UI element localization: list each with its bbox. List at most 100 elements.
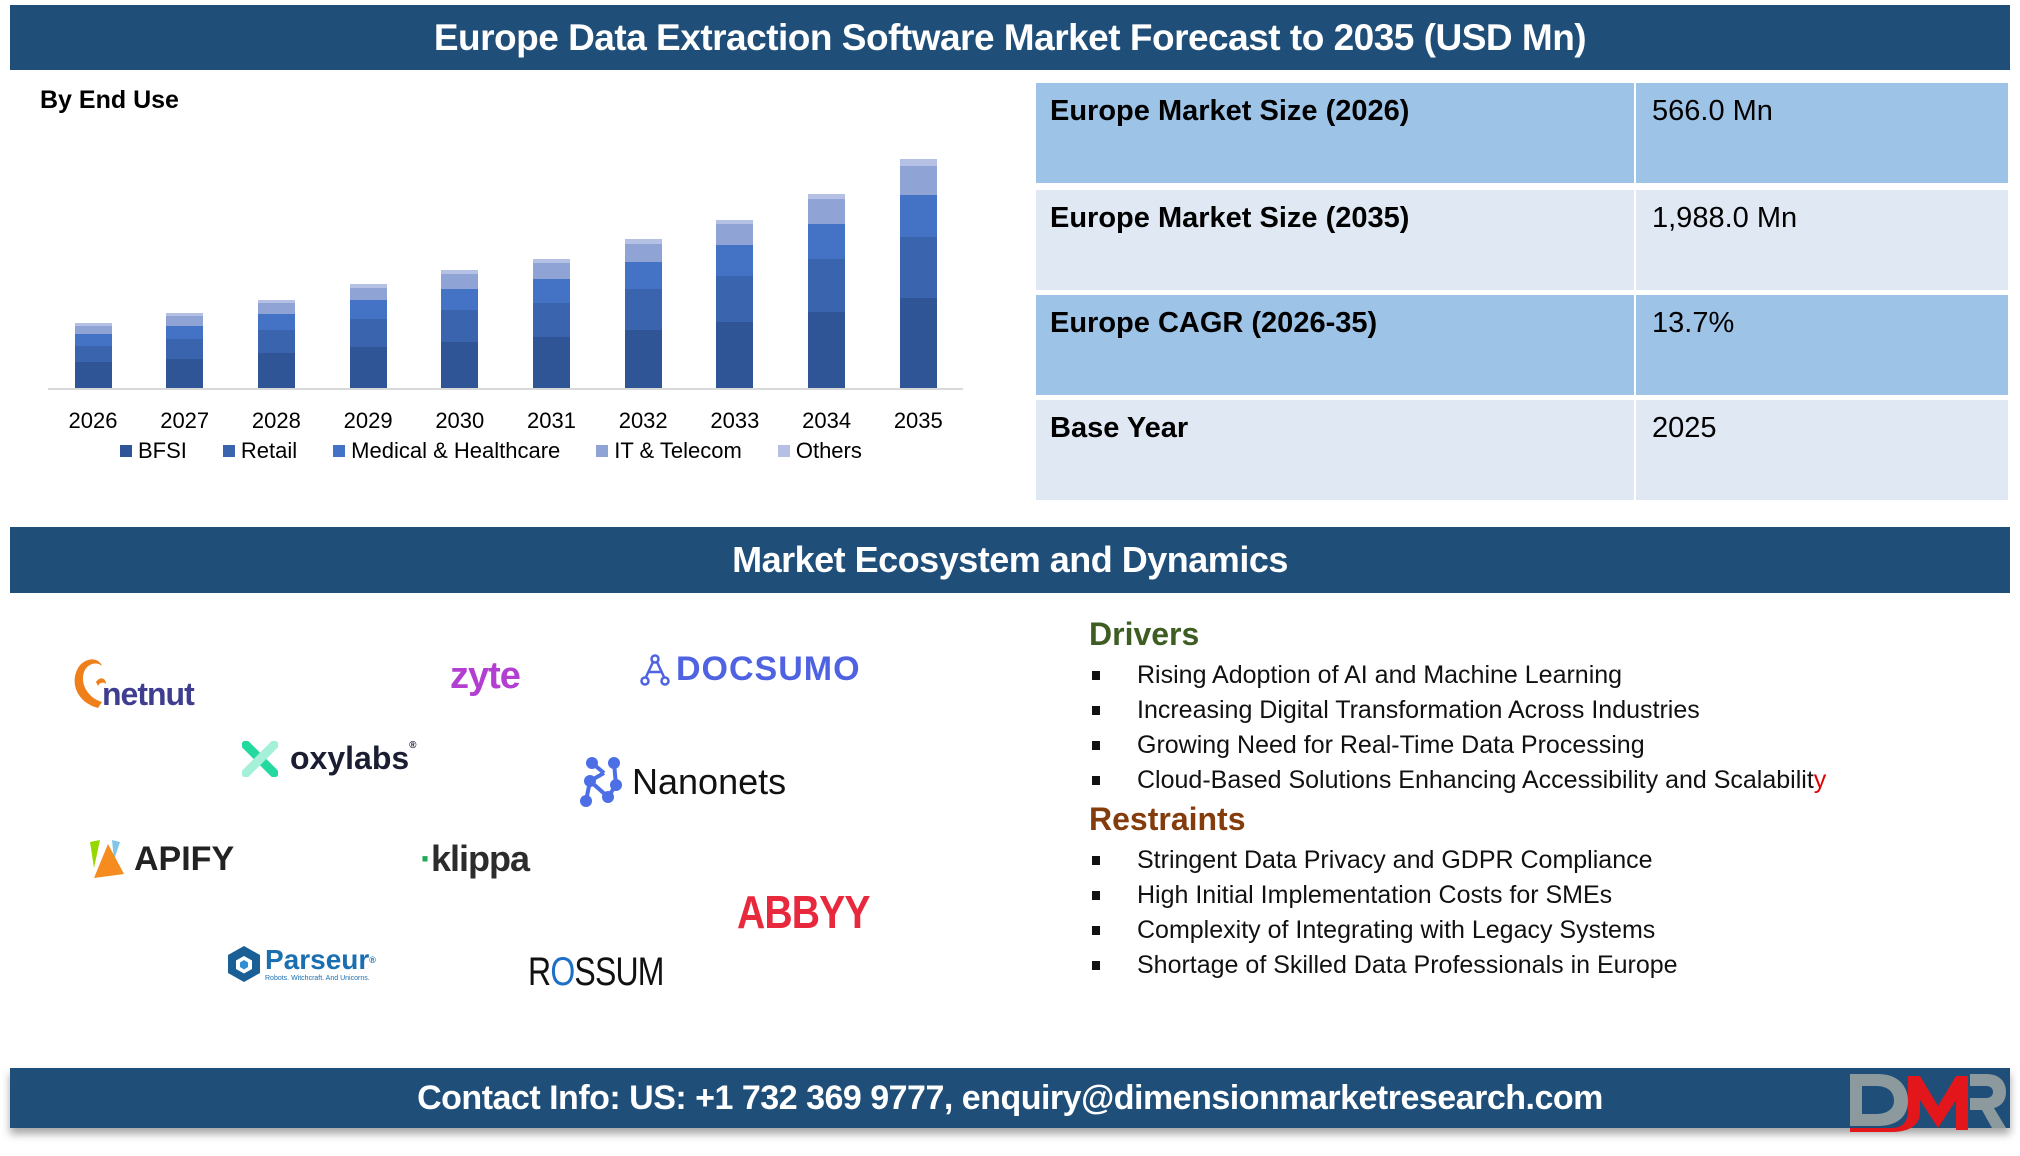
legend-item: IT & Telecom	[596, 438, 742, 464]
bar-segment-bfsi	[166, 359, 204, 388]
bar-2026	[74, 322, 112, 388]
docsumo-icon	[640, 653, 670, 686]
oxylabs-logo: oxylabs®	[242, 740, 417, 777]
ecosystem-title: Market Ecosystem and Dynamics	[732, 539, 1288, 580]
klippa-dot-icon: ·	[420, 838, 432, 879]
stat-row-market-size-2035: Europe Market Size (2035) 1,988.0 Mn	[1036, 190, 2008, 290]
bar-2035	[899, 158, 937, 388]
bar-segment-medical-healthcare	[441, 288, 479, 311]
bar-segment-it-telecom	[808, 199, 846, 224]
bar-segment-retail	[349, 319, 387, 348]
stacked-bar-chart	[48, 140, 963, 390]
bar-2030	[441, 270, 479, 388]
bar-segment-retail	[624, 289, 662, 330]
page-title-bar: Europe Data Extraction Software Market F…	[10, 5, 2010, 70]
bar-segment-bfsi	[349, 347, 387, 388]
docsumo-logo: DOCSUMO	[640, 650, 861, 689]
restraint-item: Shortage of Skilled Data Professionals i…	[1090, 948, 1678, 983]
legend-item: Others	[777, 438, 862, 464]
legend-item: Medical & Healthcare	[333, 438, 560, 464]
bar-2029	[349, 284, 387, 388]
nanonets-wordmark: Nanonets	[632, 761, 787, 802]
page-title: Europe Data Extraction Software Market F…	[433, 16, 1587, 58]
square-bullet-icon	[1092, 856, 1100, 865]
square-bullet-icon	[1092, 776, 1100, 785]
chart-title: By End Use	[40, 86, 179, 114]
parseur-hex-icon	[228, 946, 260, 982]
square-bullet-icon	[1092, 671, 1100, 680]
driver-item: Cloud-Based Solutions Enhancing Accessib…	[1090, 763, 1826, 798]
parseur-tagline: Robots. Witchcraft. And Unicorns.	[265, 974, 370, 982]
square-bullet-icon	[1092, 961, 1100, 970]
dmr-logo-icon	[1850, 1074, 2006, 1132]
bar-segment-bfsi	[899, 298, 937, 388]
legend-label: IT & Telecom	[614, 438, 742, 463]
stat-label: Europe CAGR (2026-35)	[1036, 295, 1634, 395]
oxylabs-wordmark: oxylabs	[290, 740, 410, 776]
restraints-heading: Restraints	[1089, 801, 1246, 837]
square-bullet-icon	[1092, 891, 1100, 900]
bar-2034	[808, 194, 846, 388]
bar-segment-bfsi	[441, 341, 479, 388]
squirrel-icon	[74, 658, 106, 708]
restraints-list: Stringent Data Privacy and GDPR Complian…	[1090, 843, 1678, 983]
legend-swatch-icon	[222, 445, 235, 457]
stat-label: Europe Market Size (2026)	[1036, 83, 1634, 183]
legend-swatch-icon	[333, 445, 346, 457]
apify-logo: APIFY	[88, 838, 234, 880]
bar-segment-medical-healthcare	[533, 279, 570, 303]
bar-2027	[166, 313, 204, 388]
drivers-list: Rising Adoption of AI and Machine Learni…	[1090, 658, 1826, 798]
x-tick-label: 2035	[893, 408, 943, 433]
bar-segment-bfsi	[257, 353, 295, 388]
docsumo-wordmark: DOCSUMO	[676, 650, 861, 688]
x-axis-line	[48, 388, 963, 390]
bar-segment-others	[166, 313, 204, 317]
bar-2028	[257, 300, 295, 388]
bar-segment-it-telecom	[533, 262, 570, 280]
stat-value: 13.7%	[1636, 295, 2008, 395]
parseur-wordmark: Parseur	[265, 943, 370, 975]
x-tick-label: 2030	[435, 408, 485, 433]
stat-value: 566.0 Mn	[1636, 83, 2008, 183]
driver-item: Rising Adoption of AI and Machine Learni…	[1090, 658, 1826, 693]
square-bullet-icon	[1092, 926, 1100, 935]
chart-legend: BFSI Retail Medical & Healthcare IT & Telec…	[120, 437, 898, 465]
legend-label: Medical & Healthcare	[351, 438, 561, 463]
bar-segment-retail	[899, 236, 937, 299]
x-tick-label: 2027	[160, 408, 210, 433]
restraint-item: Complexity of Integrating with Legacy Sy…	[1090, 913, 1678, 948]
klippa-logo: ·klippa	[420, 838, 530, 880]
legend-label: Others	[795, 438, 862, 463]
apify-icon	[90, 840, 124, 878]
bar-segment-medical-healthcare	[166, 325, 204, 340]
apify-wordmark: APIFY	[134, 839, 235, 878]
abbyy-logo: ABBYY	[737, 885, 893, 939]
oxylabs-x-icon	[242, 740, 278, 777]
driver-item: Increasing Digital Transformation Across…	[1090, 693, 1826, 728]
driver-item: Growing Need for Real-Time Data Processi…	[1090, 728, 1826, 763]
bar-segment-it-telecom	[899, 165, 937, 196]
bar-segment-others	[716, 219, 754, 225]
bar-segment-retail	[257, 329, 295, 354]
bar-segment-bfsi	[533, 337, 570, 388]
stat-label: Base Year	[1036, 400, 1634, 500]
x-tick-label: 2026	[68, 408, 118, 433]
bar-segment-medical-healthcare	[257, 313, 295, 330]
bar-segment-medical-healthcare	[624, 262, 662, 290]
bar-segment-others	[349, 284, 387, 288]
x-tick-label: 2028	[251, 408, 301, 433]
bar-segment-medical-healthcare	[899, 195, 937, 237]
bar-segment-bfsi	[624, 329, 662, 388]
bar-segment-it-telecom	[166, 316, 204, 326]
x-axis-labels: 2026 2027 2028 2029 2030 2031 2032 2033 2034 2035	[48, 408, 963, 438]
bar-segment-medical-healthcare	[349, 300, 387, 320]
bar-2032	[624, 239, 662, 388]
bar-segment-it-telecom	[441, 274, 479, 289]
bar-segment-others	[74, 322, 112, 326]
netnut-logo: netnut	[68, 650, 195, 713]
parseur-logo: Parseur® Robots. Witchcraft. And Unicorn…	[227, 945, 376, 983]
bar-segment-it-telecom	[349, 287, 387, 301]
bar-segment-others	[808, 194, 846, 200]
bar-segment-retail	[716, 276, 754, 322]
